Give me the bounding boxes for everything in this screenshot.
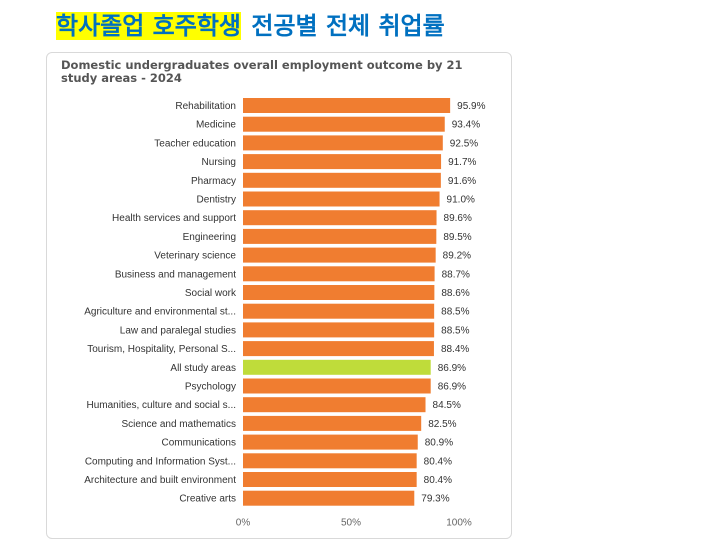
x-tick-label: 50%: [341, 517, 361, 528]
category-label: Science and mathematics: [121, 419, 236, 430]
bar: [243, 98, 451, 113]
value-label: 88.4%: [441, 344, 469, 355]
category-label: Agriculture and environmental st...: [84, 307, 236, 318]
value-label: 89.2%: [443, 251, 471, 262]
bar: [243, 116, 445, 132]
category-label: Psychology: [185, 382, 236, 393]
category-label: Communications: [162, 438, 236, 449]
category-label: Law and paralegal studies: [120, 325, 236, 336]
category-label: Nursing: [202, 157, 236, 168]
bar: [243, 341, 434, 357]
category-label: Teacher education: [154, 138, 236, 149]
bar: [243, 415, 422, 431]
bar: [243, 172, 441, 188]
slide-title-highlight: 학사졸업 호주학생: [56, 12, 241, 40]
category-label: Pharmacy: [191, 176, 236, 187]
bar: [243, 247, 436, 263]
value-label: 89.6%: [444, 213, 472, 224]
value-label: 95.9%: [457, 101, 485, 112]
x-tick-label: 100%: [446, 517, 472, 528]
value-label: 79.3%: [421, 494, 449, 505]
chart-title: Domestic undergraduates overall employme…: [61, 58, 463, 85]
category-label: Creative arts: [179, 494, 236, 505]
value-label: 80.4%: [424, 475, 452, 486]
value-label: 91.6%: [448, 176, 476, 187]
value-label: 92.5%: [450, 138, 478, 149]
category-label: Computing and Information Syst...: [85, 456, 236, 467]
category-label: Social work: [185, 288, 237, 299]
value-label: 91.0%: [447, 195, 475, 206]
x-tick-label: 0%: [236, 517, 251, 528]
bar: [243, 378, 431, 394]
value-label: 88.5%: [441, 325, 469, 336]
bar: [243, 210, 437, 226]
category-label: Medicine: [196, 120, 236, 131]
bar: [243, 453, 417, 469]
category-label: Tourism, Hospitality, Personal S...: [87, 344, 236, 355]
bar: [243, 154, 442, 170]
category-label: All study areas: [170, 363, 236, 374]
value-label: 86.9%: [438, 363, 466, 374]
bar: [243, 490, 415, 506]
bar: [243, 434, 418, 450]
category-label: Health services and support: [112, 213, 236, 224]
bar-chart: Rehabilitation 95.9% Medicine 93.4% Teacher …: [84, 98, 486, 528]
value-label: 89.5%: [443, 232, 471, 243]
value-label: 84.5%: [433, 400, 461, 411]
bar: [243, 266, 435, 282]
bar: [243, 472, 417, 487]
bar: [243, 359, 431, 375]
value-label: 88.7%: [442, 269, 470, 280]
bar: [243, 135, 443, 151]
category-label: Dentistry: [197, 195, 236, 206]
chart-card: Domestic undergraduates overall employme…: [46, 52, 512, 539]
category-label: Humanities, culture and social s...: [86, 400, 236, 411]
value-label: 80.9%: [425, 438, 453, 449]
slide-title: 학사졸업 호주학생 전공별 전체 취업률: [56, 8, 445, 44]
bar: [243, 322, 435, 338]
bar: [243, 228, 437, 244]
slide-title-rest: 전공별 전체 취업률: [251, 12, 445, 40]
bar: [243, 303, 435, 319]
bar: [243, 397, 426, 413]
value-label: 86.9%: [438, 382, 466, 393]
value-label: 80.4%: [424, 456, 452, 467]
bar: [243, 191, 440, 207]
value-label: 88.5%: [441, 307, 469, 318]
category-label: Business and management: [115, 269, 236, 280]
category-label: Rehabilitation: [175, 101, 236, 112]
value-label: 93.4%: [452, 120, 480, 131]
category-label: Architecture and built environment: [84, 475, 236, 486]
category-label: Engineering: [183, 232, 236, 243]
value-label: 88.6%: [441, 288, 469, 299]
value-label: 82.5%: [428, 419, 456, 430]
category-label: Veterinary science: [154, 251, 236, 262]
value-label: 91.7%: [448, 157, 476, 168]
bar: [243, 285, 435, 300]
